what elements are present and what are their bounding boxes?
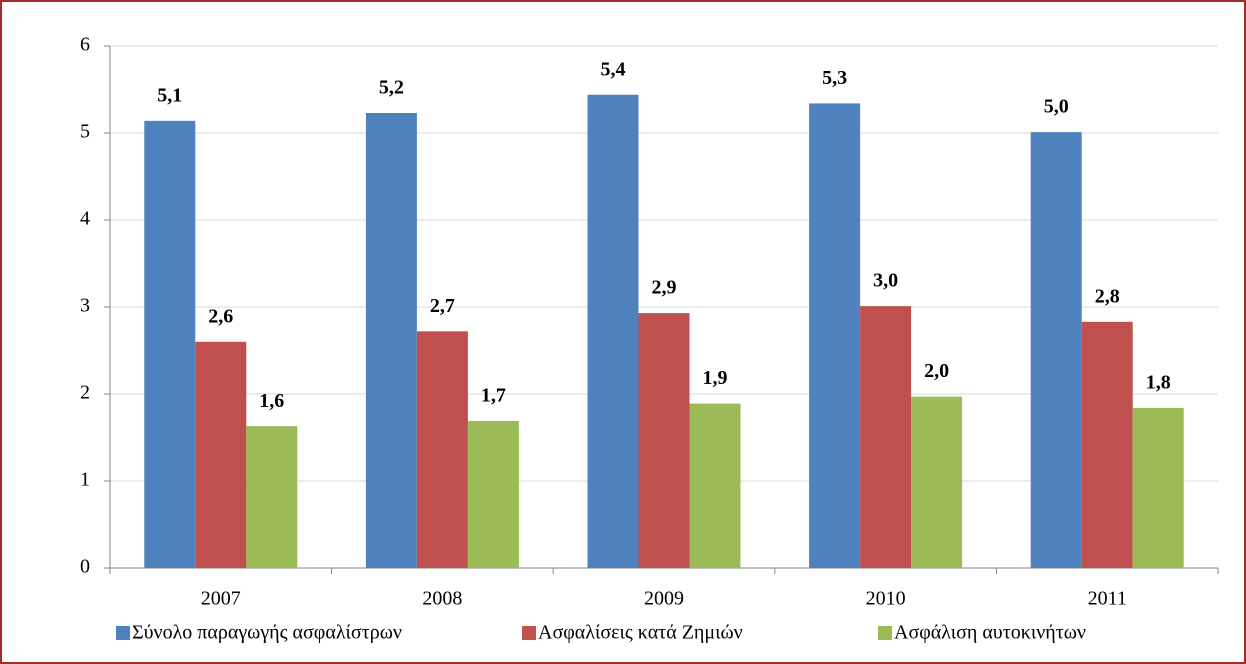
- value-label: 1,9: [703, 367, 728, 389]
- value-label: 2,0: [924, 360, 949, 382]
- bar: [1081, 321, 1133, 568]
- legend-swatch: [878, 626, 892, 640]
- bar: [1030, 132, 1082, 568]
- value-label: 2,7: [430, 295, 455, 317]
- y-tick-label: 0: [80, 556, 90, 578]
- x-tick-label: 2009: [644, 588, 684, 610]
- value-label: 5,0: [1044, 96, 1069, 118]
- value-label: 5,3: [822, 67, 847, 89]
- x-tick-label: 2010: [866, 588, 906, 610]
- legend-swatch: [522, 626, 536, 640]
- value-label: 5,2: [379, 77, 404, 99]
- y-tick-label: 6: [80, 34, 90, 56]
- value-label: 5,4: [601, 58, 626, 80]
- bar: [911, 396, 963, 568]
- value-label: 5,1: [157, 84, 182, 106]
- value-label: 1,7: [481, 385, 506, 407]
- bar: [860, 306, 912, 568]
- bar: [416, 331, 468, 568]
- bar: [587, 94, 639, 568]
- y-tick-label: 2: [80, 382, 90, 404]
- x-tick-label: 2007: [201, 588, 241, 610]
- y-tick-label: 1: [80, 469, 90, 491]
- bar: [365, 112, 417, 569]
- x-tick-label: 2008: [422, 588, 462, 610]
- bar: [809, 103, 861, 569]
- bar: [638, 313, 690, 568]
- legend-label: Σύνολο παραγωγής ασφαλίστρων: [132, 622, 402, 644]
- bar: [689, 403, 741, 568]
- y-tick-label: 4: [80, 208, 90, 230]
- value-label: 1,8: [1146, 372, 1171, 394]
- bar: [144, 120, 196, 568]
- bar: [246, 426, 298, 568]
- bar: [467, 420, 519, 568]
- value-label: 2,9: [652, 277, 677, 299]
- value-label: 3,0: [873, 270, 898, 292]
- legend-swatch: [116, 626, 130, 640]
- bar: [1132, 407, 1184, 568]
- value-label: 1,6: [259, 390, 284, 412]
- x-tick-label: 2011: [1088, 588, 1127, 610]
- y-tick-label: 3: [80, 295, 90, 317]
- value-label: 2,8: [1095, 285, 1120, 307]
- legend-label: Ασφαλίσεις κατά Ζημιών: [538, 622, 743, 644]
- value-label: 2,6: [208, 305, 233, 327]
- bar: [195, 341, 247, 568]
- legend-label: Ασφάλιση αυτοκινήτων: [894, 622, 1086, 644]
- y-tick-label: 5: [80, 121, 90, 143]
